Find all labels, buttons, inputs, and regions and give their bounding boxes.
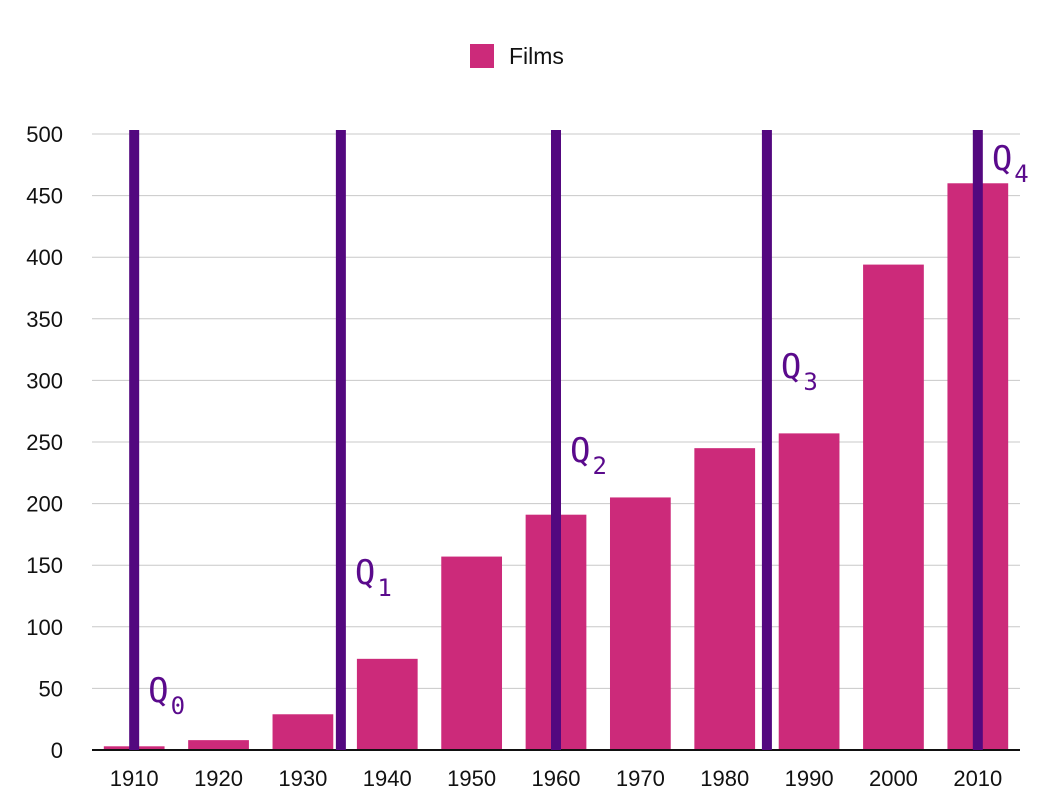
quartile-line-0 — [129, 130, 140, 750]
bars — [103, 183, 1009, 750]
quartile-label-3: Q3 — [781, 347, 818, 396]
bar-2000 — [863, 264, 924, 750]
y-tick-label: 350 — [26, 307, 63, 332]
x-tick-label: 1950 — [447, 766, 496, 791]
y-tick-label: 450 — [26, 184, 63, 209]
x-tick-label: 2000 — [869, 766, 918, 791]
y-tick-labels: 0 50 100 150 200 250 300 350 400 450 500 — [26, 122, 63, 763]
y-tick-label: 500 — [26, 122, 63, 147]
x-tick-label: 1920 — [194, 766, 243, 791]
x-tick-label: 2010 — [953, 766, 1002, 791]
y-tick-label: 300 — [26, 368, 63, 393]
y-tick-label: 200 — [26, 492, 63, 517]
quartile-label-2: Q2 — [570, 431, 607, 480]
x-tick-label: 1910 — [110, 766, 159, 791]
x-tick-labels: 1910 1920 1930 1940 1950 1960 1970 1980 1990 2000… — [110, 766, 1003, 791]
quartile-lines: Q0 Q1 Q2 Q3 Q4 — [129, 130, 1029, 750]
x-tick-label: 1940 — [363, 766, 412, 791]
quartile-line-3 — [761, 130, 772, 750]
quartile-label-1: Q1 — [355, 553, 392, 602]
y-tick-label: 250 — [26, 430, 63, 455]
legend: Films — [470, 43, 564, 69]
quartile-label-4: Q4 — [992, 139, 1029, 188]
y-tick-label: 50 — [39, 676, 63, 701]
x-tick-label: 1970 — [616, 766, 665, 791]
y-tick-label: 150 — [26, 553, 63, 578]
bar-1990 — [778, 433, 840, 750]
bar-1950 — [441, 556, 503, 750]
bar-1930 — [272, 714, 334, 750]
x-tick-label: 1980 — [700, 766, 749, 791]
x-tick-label: 1960 — [532, 766, 581, 791]
quartile-line-2 — [551, 130, 561, 750]
bar-1980 — [694, 448, 756, 750]
quartile-line-4 — [972, 130, 983, 750]
legend-label-films: Films — [509, 43, 564, 69]
bar-1920 — [188, 740, 249, 750]
x-tick-label: 1930 — [278, 766, 327, 791]
quartile-label-0: Q0 — [148, 671, 185, 720]
x-tick-label: 1990 — [785, 766, 834, 791]
y-tick-label: 0 — [51, 738, 63, 763]
quartile-line-1 — [335, 130, 346, 750]
y-tick-label: 100 — [26, 615, 63, 640]
legend-swatch-films — [470, 44, 494, 68]
bar-1940 — [356, 658, 418, 750]
bar-1970 — [609, 497, 671, 750]
y-tick-label: 400 — [26, 245, 63, 270]
